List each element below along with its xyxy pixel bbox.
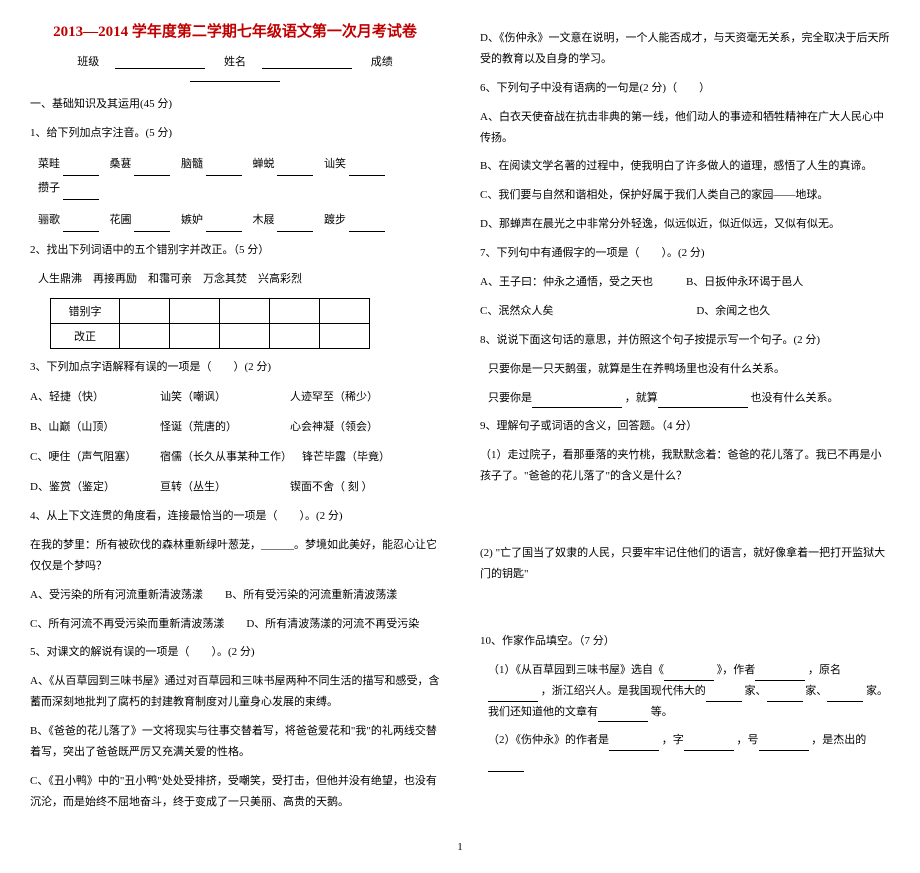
q1: 1、给下列加点字注音。(5 分) [30, 123, 440, 144]
q4cd: C、所有河流不再受污染而重新清波荡漾 D、所有清波荡漾的河流不再受污染 [30, 614, 440, 635]
w: 踱步 [324, 214, 346, 226]
q2: 2、找出下列词语中的五个错别字并改正。（5 分） [30, 240, 440, 261]
q7ab: A、王子曰：仲永之通悟，受之天也 B、日扳仲永环谒于邑人 [480, 272, 890, 293]
w: 嫉妒 [181, 214, 203, 226]
q7: 7、下列句中有通假字的一项是（ ）。(2 分) [480, 243, 890, 264]
w: 菜畦 [38, 158, 60, 170]
q5a: A、《从百草园到三味书屋》通过对百草园和三味书屋两种不同生活的描写和感受，含蓄而… [30, 671, 440, 713]
w: 脑髓 [181, 158, 203, 170]
name-label: 姓名 [224, 56, 246, 68]
w: 攒子 [38, 182, 60, 194]
q6b: B、在阅读文学名著的过程中，使我明白了许多做人的道理，感悟了人生的真谛。 [480, 156, 890, 177]
left-column: 2013—2014 学年度第二学期七年级语文第一次月考试卷 班级 姓名 成绩 一… [30, 20, 440, 821]
q3: 3、下列加点字语解释有误的一项是（ ）(2 分) [30, 357, 440, 378]
name-blank [262, 56, 352, 69]
class-label: 班级 [77, 56, 99, 68]
q3a: A、轻捷（快）讪笑（嘲讽）人迹罕至（稀少） [30, 386, 440, 408]
w: 骊歌 [38, 214, 60, 226]
tbl-r1: 错别字 [51, 299, 120, 324]
exam-title: 2013—2014 学年度第二学期七年级语文第一次月考试卷 [30, 20, 440, 41]
right-column: D、《伤仲永》一文意在说明，一个人能否成才，与天资毫无关系，完全取决于后天所受的… [480, 20, 890, 821]
q10-2: （2）《伤仲永》的作者是 ，字 ，号 ，是杰出的 [488, 730, 890, 772]
q5d: D、《伤仲永》一文意在说明，一个人能否成才，与天资毫无关系，完全取决于后天所受的… [480, 28, 890, 70]
w: 蝉蜕 [253, 158, 275, 170]
q3d: D、鉴赏（鉴定）亘转（丛生）锲面不舍（ 刻 ） [30, 476, 440, 498]
tbl-r2: 改正 [51, 324, 120, 349]
q6a: A、白衣天使奋战在抗击非典的第一线，他们动人的事迹和牺牲精神在广大人民心中传扬。 [480, 107, 890, 149]
blank-space [480, 593, 890, 623]
class-blank [115, 56, 205, 69]
q6d: D、那蝉声在晨光之中非常分外轻逸，似远似近，似近似远，又似有似无。 [480, 214, 890, 235]
q5c: C、《丑小鸭》中的"丑小鸭"处处受排挤，受嘲笑，受打击，但他并没有绝望，也没有沉… [30, 771, 440, 813]
w: 桑葚 [110, 158, 132, 170]
w: 讪笑 [324, 158, 346, 170]
q8-stem: 只要你是一只天鹅蛋，就算是生在养鸭场里也没有什么关系。 [488, 359, 890, 380]
q4-stem: 在我的梦里：所有被砍伐的森林重新绿叶葱茏，______。梦境如此美好，能忍心让它… [30, 535, 440, 577]
score-label: 成绩 [371, 56, 393, 68]
q10: 10、作家作品填空。（7 分） [480, 631, 890, 652]
header-line: 班级 姓名 成绩 [30, 53, 440, 82]
q8: 8、说说下面这句话的意思，并仿照这个句子按提示写一个句子。(2 分) [480, 330, 890, 351]
q4ab: A、受污染的所有河流重新清波荡漾 B、所有受污染的河流重新清波荡漾 [30, 585, 440, 606]
q4: 4、从上下文连贯的角度看，连接最恰当的一项是（ ）。(2 分) [30, 506, 440, 527]
q3b: B、山巅（山顶）怪诞（荒唐的）心会神凝（领会） [30, 416, 440, 438]
q2-words: 人生鼎沸 再接再励 和霭可亲 万念其焚 兴高彩烈 [38, 269, 440, 290]
q7cd: C、泯然众人矣 D、余闻之也久 [480, 301, 890, 322]
q10-1: （1）《从百草园到三味书屋》选自《 》，作者 ，原名 ，浙江绍兴人。是我国现代伟… [488, 660, 890, 723]
blank-space [480, 495, 890, 535]
q6c: C、我们要与自然和谐相处，保护好属于我们人类自己的家园——地球。 [480, 185, 890, 206]
q1-row2: 骊歌 花圃 嫉妒 木屐 踱步 [38, 208, 440, 232]
q5: 5、对课文的解说有误的一项是（ ）。(2 分) [30, 642, 440, 663]
q8-fill: 只要你是 ，就算 也没有什么关系。 [488, 388, 890, 409]
error-table: 错别字 改正 [50, 298, 370, 349]
q9-1: （1）走过院子，看那垂落的夹竹桃，我默默念着：爸爸的花儿落了。我已不再是小孩子了… [480, 445, 890, 487]
q1-row1: 菜畦 桑葚 脑髓 蝉蜕 讪笑 攒子 [38, 152, 440, 200]
section-1: 一、基础知识及其运用(45 分) [30, 94, 440, 115]
q5b: B、《爸爸的花儿落了》一文将现实与往事交替着写，将爸爸爱花和"我"的礼两线交替着… [30, 721, 440, 763]
q9: 9、理解句子或词语的含义，回答题。（4 分） [480, 416, 890, 437]
score-blank [190, 69, 280, 82]
q3c: C、哽住（声气阻塞）宿儒（长久从事某种工作）锋芒毕露（毕竟） [30, 446, 440, 468]
w: 木屐 [253, 214, 275, 226]
q9-2: (2) "亡了国当了奴隶的人民，只要牢牢记住他们的语言，就好像拿着一把打开监狱大… [480, 543, 890, 585]
page-number: 1 [30, 841, 890, 853]
q6: 6、下列句子中没有语病的一句是(2 分)（ ） [480, 78, 890, 99]
w: 花圃 [110, 214, 132, 226]
